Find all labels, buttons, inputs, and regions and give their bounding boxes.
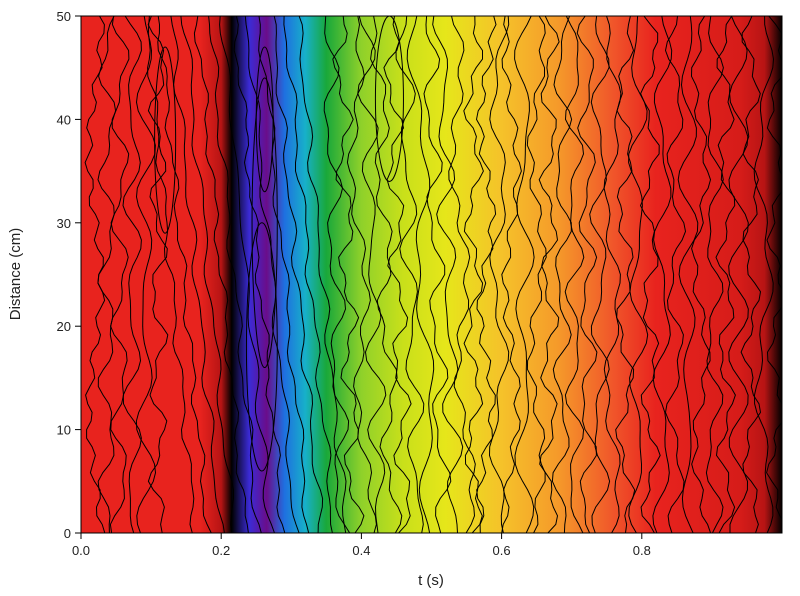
contour-line	[122, 16, 142, 533]
contour-line	[283, 16, 333, 533]
contour-line	[589, 16, 611, 533]
contour-line	[170, 16, 225, 533]
contour-line	[395, 16, 425, 533]
contour-line	[332, 16, 365, 533]
contour-line	[690, 16, 712, 533]
contour-line	[298, 16, 347, 533]
x-tick-label: 0.6	[493, 543, 511, 558]
contour-line	[323, 16, 351, 533]
y-tick-label: 20	[57, 319, 71, 334]
contour-line	[109, 16, 130, 533]
contour-line	[273, 16, 324, 533]
contour-line	[370, 16, 403, 533]
contour-line	[208, 16, 262, 533]
contour-line	[715, 16, 736, 533]
contour-line	[728, 16, 749, 533]
contour-line	[383, 16, 412, 533]
contour-line	[432, 16, 464, 533]
contour-line	[766, 16, 782, 520]
contour-line	[576, 16, 598, 533]
contour-line	[551, 16, 573, 533]
contour-line	[193, 16, 249, 533]
contour-line	[258, 16, 310, 533]
x-tick-label: 0.0	[72, 543, 90, 558]
contour-line	[501, 16, 522, 533]
contour-loop	[251, 77, 278, 369]
contour-line	[357, 16, 387, 533]
x-axis: 0.0 0.2 0.4 0.6 0.8	[72, 533, 651, 558]
contour-line	[514, 16, 535, 533]
y-tick-label: 30	[57, 216, 71, 231]
contour-line	[753, 16, 775, 533]
contour-line	[157, 16, 212, 533]
contour-line	[526, 16, 547, 533]
x-tick-label: 0.8	[633, 543, 651, 558]
contour-line	[346, 16, 377, 533]
contour-line	[705, 16, 724, 533]
contour-lines	[84, 16, 782, 533]
contour-line	[406, 16, 435, 533]
x-axis-label: t (s)	[418, 572, 444, 589]
y-tick-label: 40	[57, 112, 71, 127]
x-tick-label: 0.4	[352, 543, 370, 558]
contour-line	[615, 16, 636, 533]
contour-line	[564, 16, 585, 533]
contour-line	[423, 16, 452, 533]
contour-line	[475, 16, 497, 533]
contour-line	[538, 16, 560, 533]
x-tick-label: 0.2	[212, 543, 230, 558]
y-tick-label: 0	[64, 526, 71, 541]
y-tick-label: 10	[57, 423, 71, 438]
y-axis: 0 10 20 30 40 50	[57, 9, 81, 541]
contour-line	[677, 16, 699, 533]
contour-line	[135, 16, 157, 533]
contour-line	[463, 16, 484, 533]
plot-frame	[80, 15, 783, 534]
contour-loop	[154, 46, 177, 234]
contour-line	[244, 16, 300, 533]
contour-loop	[374, 16, 404, 182]
contour-line	[233, 16, 286, 533]
contour-line	[97, 16, 117, 533]
contour-line	[448, 16, 476, 533]
contour-loop	[245, 222, 278, 472]
y-axis-label: Distance (cm)	[7, 228, 24, 321]
contour-line	[740, 16, 762, 533]
contour-line	[664, 16, 687, 533]
contour-line	[180, 16, 234, 533]
contour-line	[147, 16, 195, 533]
contour-line	[147, 16, 169, 533]
y-tick-label: 50	[57, 9, 71, 24]
contour-line	[639, 16, 661, 533]
contour-line	[219, 16, 275, 533]
contour-line	[652, 16, 673, 533]
contour-line	[488, 16, 510, 533]
